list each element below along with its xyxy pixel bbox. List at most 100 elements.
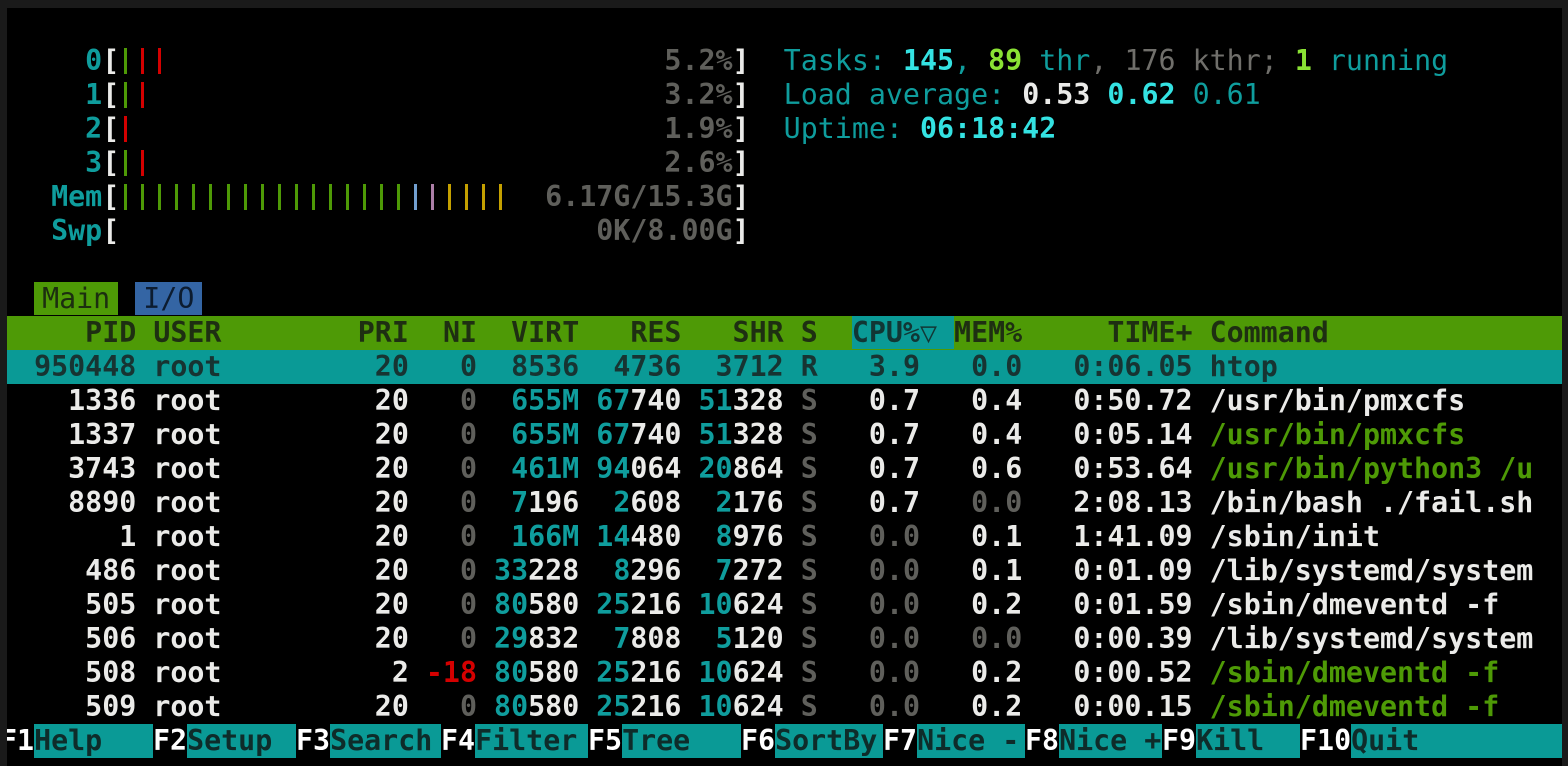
cell-pid: 505 bbox=[34, 588, 137, 621]
cell-time: 0:05.14 bbox=[1022, 418, 1193, 451]
spacer bbox=[750, 44, 784, 77]
cell-pri: 20 bbox=[340, 384, 409, 417]
meter-bracket-close: ] bbox=[732, 214, 750, 247]
fn-setup[interactable]: F2 Setup bbox=[153, 724, 296, 758]
cell-mem: 0.0 bbox=[937, 622, 1023, 655]
meter-bracket-close: ] bbox=[732, 180, 750, 213]
cell-mem: 0.6 bbox=[937, 452, 1023, 485]
window-frame-right bbox=[1562, 0, 1568, 766]
meter-bar bbox=[396, 184, 400, 210]
fn-sortby[interactable]: F6 SortBy bbox=[741, 724, 883, 758]
spacer bbox=[1193, 350, 1210, 383]
cell-time: 2:08.13 bbox=[1022, 486, 1193, 519]
spacer bbox=[784, 520, 801, 553]
meter-bar bbox=[431, 184, 434, 210]
spacer bbox=[136, 418, 153, 451]
cell-ni: 0 bbox=[408, 486, 478, 519]
process-row-1337[interactable]: 1337 root 20 0 655M 67740 51328 S 0.7 0.… bbox=[0, 418, 1568, 452]
meter-bar bbox=[328, 184, 332, 210]
cell-user: root bbox=[153, 554, 341, 587]
process-row-3743[interactable]: 3743 root 20 0 461M 94064 20864 S 0.7 0.… bbox=[0, 452, 1568, 486]
meter-value: 2.6% bbox=[119, 146, 733, 179]
fn-key-label: F7 bbox=[883, 724, 918, 758]
fn-kill[interactable]: F9 Kill bbox=[1162, 724, 1300, 758]
table-header-sort-cpu[interactable]: CPU%▽ bbox=[851, 316, 955, 349]
process-row-8890[interactable]: 8890 root 20 0 7196 2608 2176 S 0.7 0.0 … bbox=[0, 486, 1568, 520]
spacer bbox=[920, 656, 937, 689]
cell-user: root bbox=[153, 656, 341, 689]
process-row-1336[interactable]: 1336 root 20 0 655M 67740 51328 S 0.7 0.… bbox=[0, 384, 1568, 418]
cell-cpu: 0.7 bbox=[817, 418, 921, 451]
meter-label: 0 bbox=[85, 44, 103, 77]
process-row-1[interactable]: 1 root 20 0 166M 14480 8976 S 0.0 0.1 1:… bbox=[0, 520, 1568, 554]
process-row-508[interactable]: 508 root 2 -18 80580 25216 10624 S 0.0 0… bbox=[0, 656, 1568, 690]
tab-io[interactable]: I/O bbox=[135, 282, 203, 315]
cell-shr: 51328 bbox=[698, 418, 784, 451]
spacer bbox=[0, 112, 51, 145]
meter-bracket-open: [ bbox=[102, 180, 120, 213]
blank-line bbox=[0, 248, 1568, 282]
cell-res: 67740 bbox=[596, 418, 682, 451]
fn-tree[interactable]: F5 Tree bbox=[588, 724, 741, 758]
fn-quit[interactable]: F10 Quit bbox=[1300, 724, 1568, 758]
cell-state: S bbox=[800, 384, 818, 417]
table-header-columns[interactable]: PID USER PRI NI VIRT RES SHR S bbox=[0, 316, 852, 349]
cell-virt: 80580 bbox=[494, 690, 580, 723]
window-frame-top bbox=[0, 0, 1568, 8]
cell-state: S bbox=[800, 554, 818, 587]
tab-main[interactable]: Main bbox=[34, 282, 119, 315]
meter-bar bbox=[413, 184, 417, 210]
fn-key-label: F9 bbox=[1162, 724, 1197, 758]
meter-bracket-open: [ bbox=[102, 214, 120, 247]
load-average-text: 0.61 bbox=[1192, 78, 1261, 111]
fn-search[interactable]: F3 Search bbox=[296, 724, 441, 758]
table-header[interactable]: PID USER PRI NI VIRT RES SHR S CPU%▽ MEM… bbox=[0, 316, 1568, 350]
spacer bbox=[1193, 554, 1210, 587]
fn-nice-[interactable]: F7 Nice - bbox=[883, 724, 1025, 758]
fn-filter[interactable]: F4 Filter bbox=[441, 724, 588, 758]
spacer bbox=[784, 452, 801, 485]
process-row-506[interactable]: 506 root 20 0 29832 7808 5120 S 0.0 0.0 … bbox=[0, 622, 1568, 656]
process-row-486[interactable]: 486 root 20 0 33228 8296 7272 S 0.0 0.1 … bbox=[0, 554, 1568, 588]
cell-time: 0:50.72 bbox=[1022, 384, 1193, 417]
fn-help[interactable]: F1 Help bbox=[0, 724, 153, 758]
cell-mem: 0.0 bbox=[937, 486, 1023, 519]
fn-action-label: Kill bbox=[1196, 724, 1300, 758]
process-row-950448[interactable]: 950448 root 20 0 8536 4736 3712 R 3.9 0.… bbox=[0, 350, 1568, 384]
fn-action-label: Setup bbox=[187, 724, 296, 758]
fn-action-label: Quit bbox=[1351, 724, 1568, 758]
meter-label: Swp bbox=[51, 214, 103, 247]
spacer bbox=[784, 622, 801, 655]
cell-command: /sbin/dmeventd -f bbox=[1209, 588, 1500, 621]
fn-nice+[interactable]: F8 Nice + bbox=[1025, 724, 1162, 758]
cell-virt: 655M bbox=[511, 418, 580, 451]
cell-cpu: 0.0 bbox=[817, 588, 921, 621]
table-header-columns-right[interactable]: MEM% TIME+ Command bbox=[954, 316, 1329, 349]
fn-key-label: F3 bbox=[296, 724, 331, 758]
cell-pri: 20 bbox=[340, 452, 409, 485]
cell-mem: 0.2 bbox=[937, 588, 1023, 621]
cell-ni: 0 bbox=[408, 690, 478, 723]
cell-state: S bbox=[800, 690, 818, 723]
spacer bbox=[920, 554, 937, 587]
cell-time: 0:06.05 bbox=[1022, 350, 1193, 383]
cell-user: root bbox=[153, 384, 341, 417]
cell-mem: 0.0 bbox=[937, 350, 1023, 383]
cell-user: root bbox=[153, 486, 341, 519]
cell-shr: 51328 bbox=[698, 384, 784, 417]
cell-ni: -18 bbox=[408, 656, 478, 689]
cell-user: root bbox=[153, 350, 341, 383]
meter-0: 0[ 5.2%] Tasks: 145, 89 thr, 176 kthr; 1… bbox=[0, 44, 1568, 78]
process-row-505[interactable]: 505 root 20 0 80580 25216 10624 S 0.0 0.… bbox=[0, 588, 1568, 622]
cell-state: S bbox=[800, 486, 818, 519]
cell-command: /sbin/dmeventd -f bbox=[1209, 690, 1500, 723]
uptime-text: Uptime: bbox=[783, 112, 920, 145]
cell-virt: 8536 bbox=[511, 350, 580, 383]
process-row-509[interactable]: 509 root 20 0 80580 25216 10624 S 0.0 0.… bbox=[0, 690, 1568, 724]
load-average-text: Load average: bbox=[783, 78, 1023, 111]
cell-ni: 0 bbox=[408, 622, 478, 655]
meter-bar bbox=[260, 184, 264, 210]
tab-bar: Main I/O bbox=[0, 282, 1568, 316]
fn-key-label: F10 bbox=[1300, 724, 1352, 758]
spacer bbox=[920, 486, 937, 519]
